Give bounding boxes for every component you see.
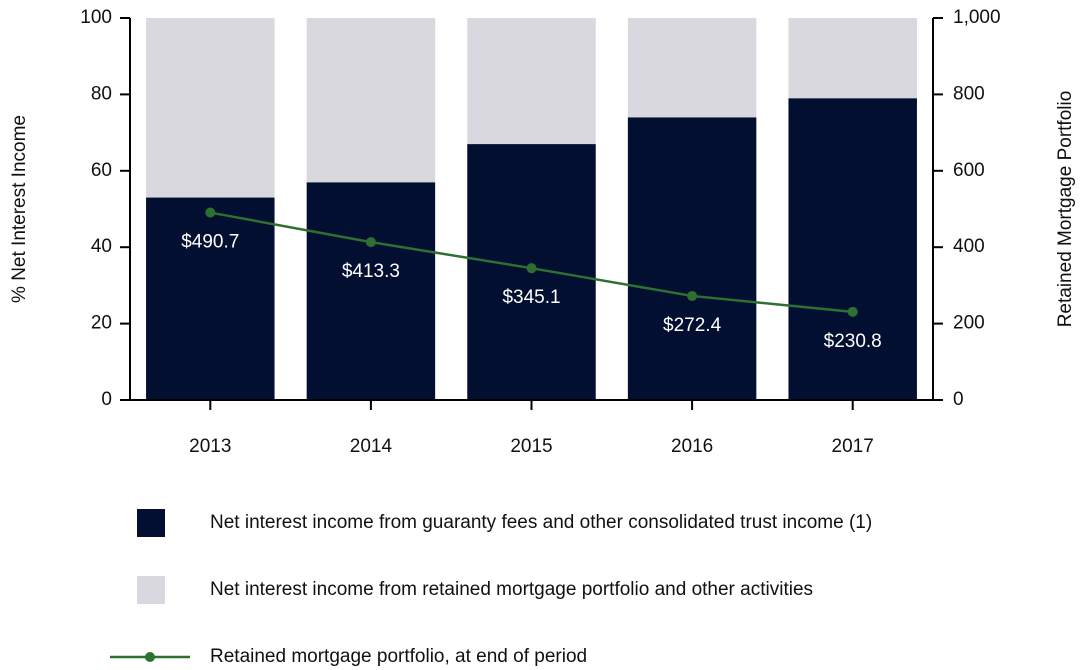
bar [627, 18, 757, 118]
line-marker [687, 290, 698, 301]
bar [788, 18, 917, 99]
y2-tick-label: 800 [953, 83, 985, 104]
bar [788, 98, 917, 400]
legend-swatch [137, 509, 165, 537]
line-marker [847, 306, 858, 317]
y2-tick-label: 0 [953, 389, 964, 410]
y2-tick-label: 600 [953, 160, 985, 181]
y-tick-label: 80 [91, 83, 112, 104]
line-marker [526, 263, 537, 274]
data-label: $272.4 [663, 315, 722, 336]
data-label: $345.1 [502, 287, 560, 308]
y2-axis-label: Retained Mortgage Portfolio [1055, 91, 1076, 328]
y-tick-label: 100 [80, 7, 112, 28]
data-label: $413.3 [342, 261, 400, 282]
y2-tick-label: 400 [953, 236, 985, 257]
legend-label: Net interest income from guaranty fees a… [210, 512, 872, 533]
line-marker [365, 237, 376, 248]
y-tick-label: 60 [91, 160, 112, 181]
bar [627, 117, 757, 400]
x-tick-label: 2015 [510, 436, 552, 457]
x-tick-label: 2017 [832, 436, 874, 457]
legend-label: Retained mortgage portfolio, at end of p… [210, 646, 587, 667]
bar [146, 18, 275, 198]
legend-label: Net interest income from retained mortga… [210, 579, 813, 600]
bar [146, 197, 275, 400]
y-tick-label: 40 [91, 236, 112, 257]
x-tick-label: 2016 [671, 436, 713, 457]
x-tick-label: 2014 [350, 436, 393, 457]
legend-marker [145, 652, 155, 662]
bar [306, 182, 436, 400]
x-tick-label: 2013 [189, 436, 231, 457]
data-label: $230.8 [824, 331, 882, 352]
y-tick-label: 0 [101, 389, 112, 410]
y-axis-label: % Net Interest Income [9, 115, 30, 303]
bar [306, 18, 436, 183]
bar [467, 18, 596, 145]
y-tick-label: 20 [91, 313, 112, 334]
data-label: $490.7 [181, 232, 239, 253]
y2-tick-label: 1,000 [953, 7, 1001, 28]
line-marker [205, 207, 216, 218]
legend-swatch [137, 576, 165, 604]
y2-tick-label: 200 [953, 313, 985, 334]
